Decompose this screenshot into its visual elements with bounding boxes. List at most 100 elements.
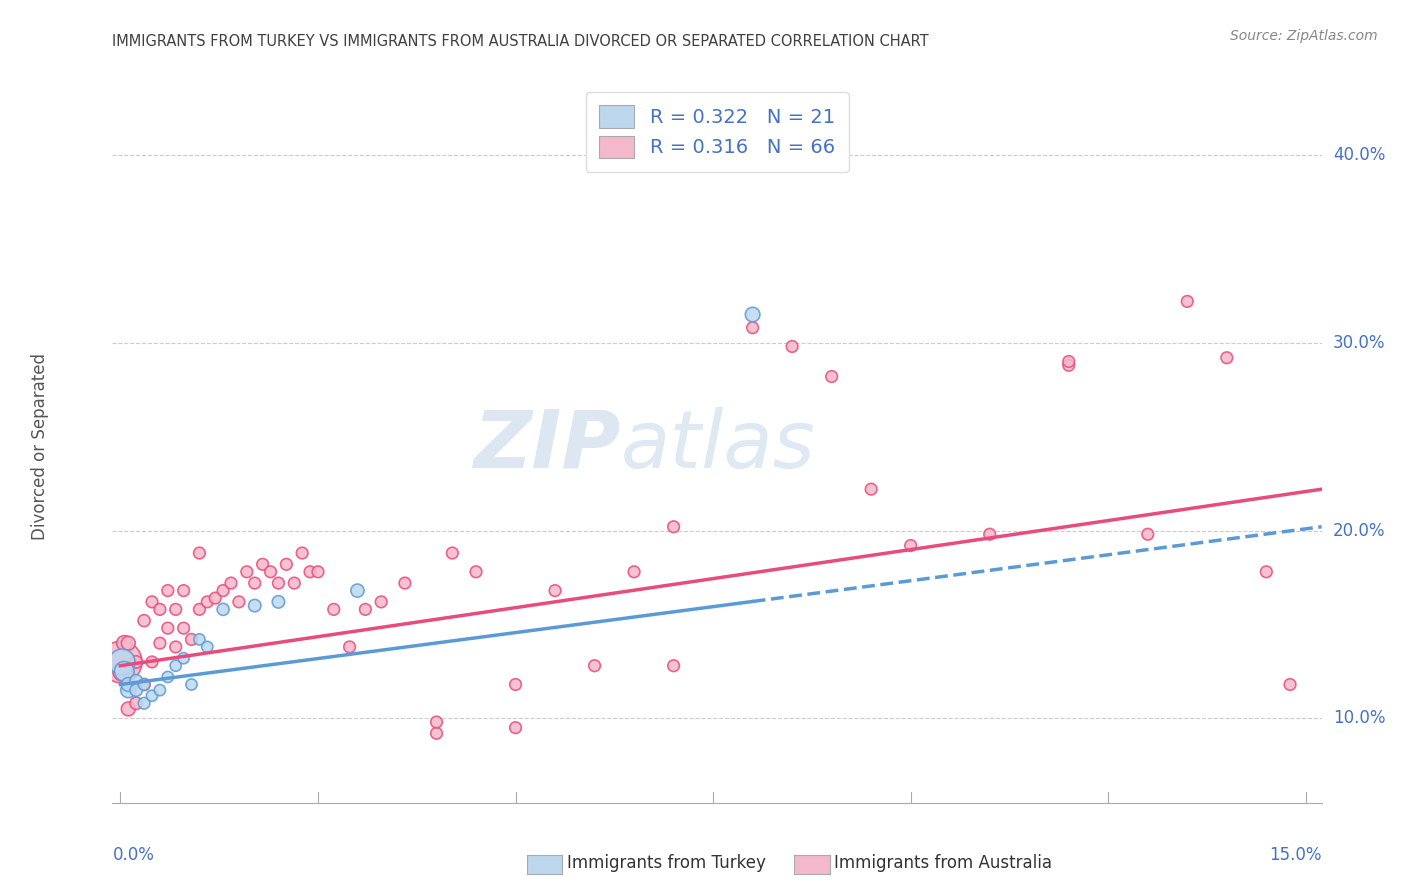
Point (117, 683, 139, 698)
Point (662, 658, 685, 673)
Text: atlas: atlas (620, 407, 815, 485)
Text: Immigrants from Australia: Immigrants from Australia (834, 855, 1052, 872)
Point (425, 726, 447, 740)
Point (149, 602, 172, 616)
Point (204, 591, 226, 606)
Text: 10.0%: 10.0% (1333, 709, 1385, 727)
Point (141, 595, 163, 609)
Point (195, 595, 218, 609)
Point (212, 583, 235, 598)
Point (112, 665, 135, 679)
Point (252, 558, 274, 572)
Point (117, 702, 139, 716)
Point (117, 677, 139, 691)
Point (339, 640, 361, 654)
Point (188, 602, 211, 616)
Point (1057, 354, 1080, 368)
Point (165, 602, 187, 616)
Point (979, 527, 1001, 541)
Text: 20.0%: 20.0% (1333, 522, 1385, 540)
Point (180, 677, 202, 691)
Point (425, 714, 447, 729)
Point (132, 677, 155, 691)
Point (141, 689, 163, 703)
Point (860, 482, 883, 496)
Point (291, 546, 314, 560)
Point (1136, 527, 1159, 541)
Point (1279, 677, 1302, 691)
Point (188, 546, 211, 560)
Point (132, 614, 155, 628)
Point (125, 683, 148, 698)
Point (112, 636, 135, 650)
Point (465, 565, 488, 579)
Point (243, 599, 266, 613)
Legend: R = 0.322   N = 21, R = 0.316   N = 66: R = 0.322 N = 21, R = 0.316 N = 66 (586, 92, 848, 171)
Point (662, 520, 685, 534)
Point (322, 602, 344, 616)
Point (370, 595, 392, 609)
Point (259, 565, 281, 579)
Point (505, 677, 527, 691)
Point (243, 576, 266, 591)
Text: Divorced or Separated: Divorced or Separated (31, 352, 49, 540)
Text: IMMIGRANTS FROM TURKEY VS IMMIGRANTS FROM AUSTRALIA DIVORCED OR SEPARATED CORREL: IMMIGRANTS FROM TURKEY VS IMMIGRANTS FRO… (112, 34, 929, 49)
Point (125, 696, 148, 710)
Point (173, 583, 195, 598)
Point (188, 632, 211, 647)
Point (441, 546, 464, 560)
Point (149, 683, 172, 698)
Point (1216, 351, 1239, 365)
Point (141, 655, 163, 669)
Point (111, 655, 134, 669)
Point (149, 636, 172, 650)
Text: 30.0%: 30.0% (1333, 334, 1385, 351)
Text: Immigrants from Turkey: Immigrants from Turkey (567, 855, 765, 872)
Point (219, 576, 242, 591)
Point (156, 670, 179, 684)
Point (1175, 294, 1198, 309)
Point (156, 621, 179, 635)
Text: Source: ZipAtlas.com: Source: ZipAtlas.com (1230, 29, 1378, 43)
Point (267, 595, 290, 609)
Point (821, 369, 844, 384)
Point (1057, 358, 1080, 372)
Text: 40.0%: 40.0% (1333, 146, 1385, 164)
Point (125, 655, 148, 669)
Point (900, 539, 922, 553)
Point (117, 636, 139, 650)
Point (505, 721, 527, 735)
Point (125, 673, 148, 688)
Text: ZIP: ZIP (472, 407, 620, 485)
Point (307, 565, 329, 579)
Point (741, 308, 763, 322)
Point (173, 621, 195, 635)
Text: 15.0%: 15.0% (1270, 846, 1322, 863)
Point (1256, 565, 1278, 579)
Point (228, 595, 250, 609)
Point (132, 696, 155, 710)
Point (236, 565, 259, 579)
Point (544, 583, 567, 598)
Point (165, 658, 187, 673)
Point (156, 583, 179, 598)
Point (267, 576, 290, 591)
Point (212, 602, 235, 616)
Point (583, 658, 606, 673)
Point (283, 576, 305, 591)
Point (132, 677, 155, 691)
Point (110, 655, 132, 669)
Point (180, 632, 202, 647)
Text: 0.0%: 0.0% (112, 846, 155, 863)
Point (346, 583, 368, 598)
Point (195, 640, 218, 654)
Point (165, 640, 187, 654)
Point (394, 576, 416, 591)
Point (299, 565, 322, 579)
Point (354, 602, 377, 616)
Point (741, 320, 763, 334)
Point (780, 339, 803, 353)
Point (111, 665, 134, 679)
Point (623, 565, 645, 579)
Point (276, 558, 298, 572)
